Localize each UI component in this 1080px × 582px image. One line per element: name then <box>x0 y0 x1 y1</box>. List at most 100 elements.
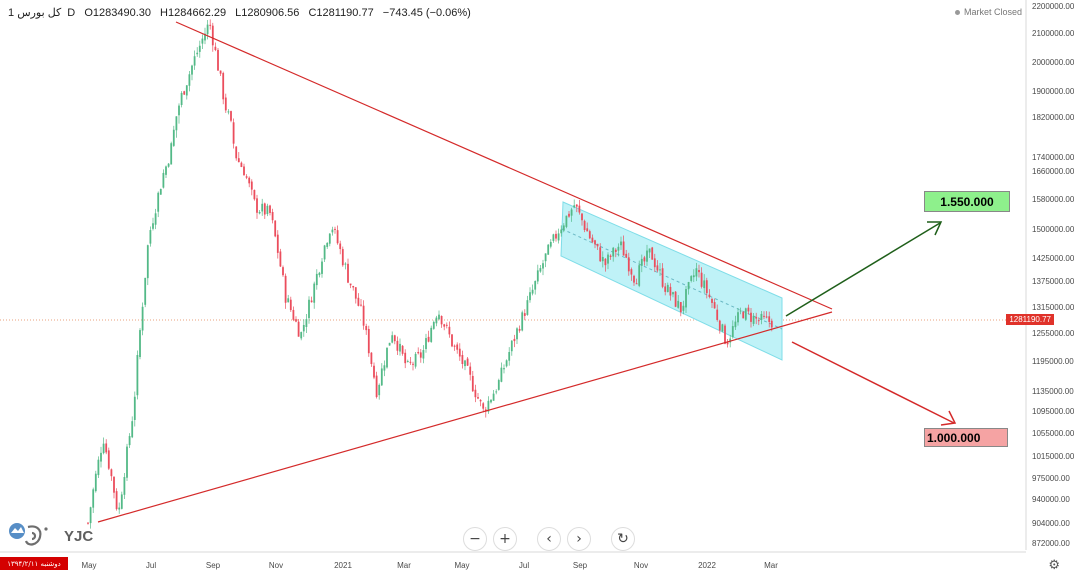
candle-body <box>505 360 508 367</box>
candle-body <box>581 213 583 221</box>
candle-body <box>445 324 448 326</box>
candle-body <box>690 276 693 281</box>
candle-body <box>87 522 89 524</box>
time-axis[interactable]: May Jul Sep Nov 2021 Mar May Jul Sep Nov 2022 Mar <box>81 561 778 570</box>
candle-body <box>630 269 633 275</box>
candle-body <box>365 326 368 331</box>
candle-body <box>625 253 628 258</box>
price-tick-label: 1580000.00 <box>1032 195 1075 204</box>
scroll-left-button[interactable]: ‹ <box>537 527 561 551</box>
price-axis[interactable]: 2200000.00 2100000.00 2000000.00 1900000.00… <box>1032 2 1075 548</box>
candle-body <box>380 368 383 386</box>
candle-body <box>552 234 555 241</box>
candle-body <box>731 326 734 338</box>
candle-body <box>669 286 672 296</box>
zoom-out-button[interactable]: − <box>463 527 487 551</box>
yjc-logo-icon <box>9 523 48 546</box>
candle-body <box>243 166 245 176</box>
candle-body <box>126 446 128 478</box>
candle-body <box>144 277 147 305</box>
candle-body <box>310 300 313 303</box>
candle-body <box>334 228 336 230</box>
settings-gear-icon[interactable]: ⚙ <box>1048 558 1060 573</box>
candle-body <box>568 213 570 217</box>
candle-body <box>105 443 108 453</box>
candle-body <box>258 211 261 214</box>
candle-body <box>172 129 175 146</box>
candle-body <box>471 375 474 392</box>
candle-body <box>539 268 542 272</box>
candle-body <box>560 229 563 234</box>
candle-body <box>211 25 214 46</box>
price-tick-label: 2100000.00 <box>1032 29 1075 38</box>
time-tick-label: Mar <box>397 561 411 570</box>
descending-trendline <box>175 21 833 310</box>
candle-body <box>102 443 105 454</box>
symbol-name[interactable]: کل بورس <box>17 7 62 19</box>
candle-body <box>367 328 370 354</box>
candle-body <box>110 469 113 477</box>
candle-body <box>206 24 209 35</box>
date-badge: دوشنبه ۱۳۹۴/۲/۱۱ <box>0 557 68 570</box>
candle-body <box>477 397 479 399</box>
candle-body <box>542 263 544 269</box>
candle-body <box>659 269 661 271</box>
candle-body <box>391 335 394 343</box>
candle-body <box>510 340 513 352</box>
candle-body <box>661 268 664 287</box>
candle-body <box>443 324 446 327</box>
yjc-watermark-text: YJC <box>64 527 94 545</box>
candle-body <box>198 45 201 52</box>
candle-body <box>321 261 323 274</box>
candle-body <box>313 283 316 303</box>
candle-body <box>666 284 669 292</box>
candle-body <box>373 365 375 378</box>
scroll-right-button[interactable]: › <box>567 527 591 551</box>
candle-body <box>565 215 568 227</box>
candle-body <box>248 177 251 184</box>
candle-body <box>261 203 264 212</box>
reset-chart-button[interactable]: ↻ <box>611 527 635 551</box>
target-down-label: 1.000.000 <box>924 428 1008 447</box>
candle-body <box>162 172 165 188</box>
candle-body <box>279 251 282 267</box>
candle-body <box>201 38 204 44</box>
time-tick-label: Sep <box>573 561 588 570</box>
candle-body <box>300 332 303 339</box>
candle-body <box>747 307 750 312</box>
candle-body <box>752 315 755 324</box>
price-tick-label: 940000.00 <box>1032 495 1070 504</box>
candle-body <box>393 335 396 342</box>
candle-body <box>562 225 565 231</box>
candle-body <box>614 249 617 252</box>
zoom-in-button[interactable]: + <box>493 527 517 551</box>
candle-body <box>578 205 581 213</box>
candle-body <box>222 73 225 100</box>
open-value: O1283490.30 <box>84 7 151 19</box>
candle-body <box>432 321 435 329</box>
low-value: L1280906.56 <box>235 7 300 19</box>
candle-body <box>531 289 534 294</box>
candle-body <box>617 246 620 251</box>
candle-body <box>768 316 771 322</box>
candle-body <box>570 209 573 216</box>
candle-body <box>263 203 266 215</box>
candle-body <box>487 400 490 412</box>
candle-body <box>219 70 222 74</box>
candle-body <box>458 348 461 357</box>
candle-body <box>586 228 589 232</box>
candle-body <box>516 328 518 340</box>
price-tick-label: 2000000.00 <box>1032 58 1075 67</box>
candle-body <box>289 299 292 311</box>
interval-label[interactable]: 1D <box>8 7 76 19</box>
market-status-label: Market Closed <box>963 7 1022 17</box>
candle-body <box>331 229 334 233</box>
candle-body <box>191 65 193 75</box>
candle-body <box>245 176 248 178</box>
candle-body <box>305 319 308 328</box>
candle-body <box>474 389 477 398</box>
candle-body <box>328 233 331 244</box>
candle-body <box>266 205 269 215</box>
candle-body <box>453 345 456 347</box>
